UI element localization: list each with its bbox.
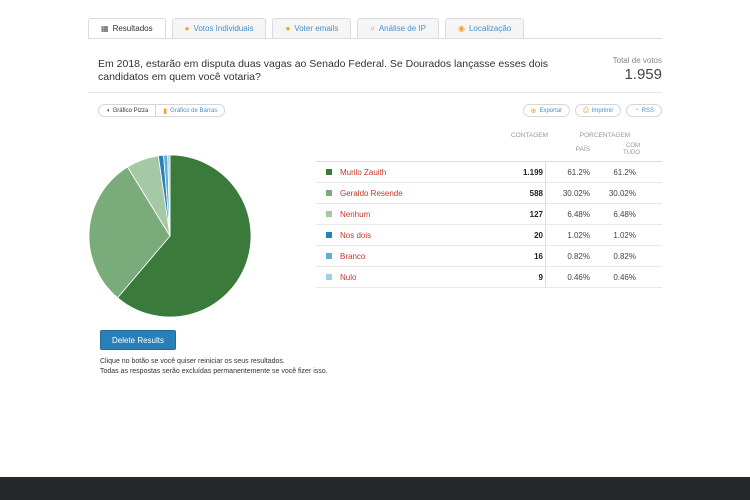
option-all-percent: 61.2% [613, 167, 636, 177]
bar-chart-label: Gráfico de Barras [170, 107, 218, 114]
color-swatch [326, 253, 332, 259]
bar-chart-button[interactable]: ▮ Gráfico de Barras [156, 104, 226, 117]
option-all-percent: 6.48% [613, 209, 636, 219]
pie-slice-2 [88, 166, 171, 299]
poll-question: Em 2018, estarão em disputa duas vagas a… [98, 58, 549, 83]
export-label: Exportar [539, 107, 563, 114]
option-country-percent: 1.02% [567, 230, 590, 240]
header-divider [88, 92, 662, 93]
chart-type-toggle: ◑ Gráfico Pizza ▮ Gráfico de Barras [98, 104, 226, 117]
page-footer [0, 477, 750, 500]
table-row: Nenhum 127 6.48% 6.48% [316, 203, 662, 225]
option-count: 127 [500, 203, 546, 225]
option-label: Nulo [340, 272, 357, 282]
color-swatch [326, 169, 332, 175]
option-count: 588 [500, 182, 546, 204]
tab-analise-ip[interactable]: ⌕ Análise de IP [357, 18, 439, 38]
option-country-percent: 61.2% [567, 167, 590, 177]
pie-chart-button[interactable]: ◑ Gráfico Pizza [98, 104, 157, 117]
tab-label: Votos Individuais [193, 24, 254, 33]
tab-label: Localização [468, 24, 512, 33]
color-swatch [326, 211, 332, 217]
rss-icon: ◔ [634, 107, 639, 114]
option-label: Murilo Zauith [340, 167, 387, 177]
tab-localizacao[interactable]: ◉ Localização [444, 18, 525, 38]
option-label: Nenhum [340, 209, 371, 219]
option-label: Nos dois [340, 230, 372, 240]
option-country-percent: 30.02% [562, 188, 590, 198]
search-icon: ⌕ [370, 23, 375, 33]
pie-slice-6 [167, 154, 171, 237]
option-all-percent: 0.82% [613, 251, 636, 261]
tab-resultados[interactable]: ▦ Resultados [88, 18, 166, 38]
option-country-percent: 6.48% [567, 209, 590, 219]
bar-chart-icon: ▮ [163, 107, 168, 115]
table-row: Branco 16 0.82% 0.82% [316, 245, 662, 267]
color-swatch [326, 274, 332, 280]
tab-label: Resultados [112, 24, 153, 33]
option-count: 20 [500, 224, 546, 246]
header-count: CONTAGEM [510, 132, 548, 139]
option-count: 16 [500, 245, 546, 267]
delete-note-1: Clique no botão se você quiser reiniciar… [100, 358, 285, 365]
table-row: Nulo 9 0.46% 0.46% [316, 266, 662, 288]
option-label: Branco [340, 251, 366, 261]
results-pie-chart [88, 154, 252, 318]
print-button[interactable]: ⎙ Imprimir [575, 104, 622, 117]
print-label: Imprimir [591, 107, 614, 114]
table-row: Murilo Zauith 1.199 61.2% 61.2% [316, 161, 662, 183]
table-icon: ▦ [101, 24, 109, 33]
tab-votos-individuais[interactable]: ● Votos Individuais [171, 18, 267, 38]
option-all-percent: 1.02% [613, 230, 636, 240]
pin-icon: ◉ [457, 24, 465, 33]
pie-chart-icon: ◑ [106, 107, 110, 114]
header-all-line2: TUDO [623, 150, 640, 156]
option-label: Geraldo Resende [340, 188, 403, 198]
table-row: Nos dois 20 1.02% 1.02% [316, 224, 662, 246]
color-swatch [326, 190, 332, 196]
pie-chart-label: Gráfico Pizza [112, 107, 149, 114]
tab-label: Análise de IP [378, 24, 426, 33]
person-icon: ● [285, 24, 291, 33]
print-icon: ⎙ [583, 106, 589, 114]
header-all: COM TUDO [606, 143, 640, 157]
color-swatch [326, 232, 332, 238]
header-all-line1: COM [626, 143, 640, 149]
table-row: Geraldo Resende 588 30.02% 30.02% [316, 182, 662, 204]
option-all-percent: 30.02% [608, 188, 636, 198]
total-votes-value: 1.959 [624, 66, 662, 83]
pie-slice-1 [117, 154, 252, 318]
option-count: 1.199 [500, 161, 546, 183]
rss-button[interactable]: ◔ RSS [626, 104, 662, 117]
tab-voter-emails[interactable]: ● Voter emails [272, 18, 352, 38]
export-button[interactable]: ⊕ Exportar [522, 104, 571, 117]
export-actions: ⊕ Exportar ⎙ Imprimir ◔ RSS [522, 104, 662, 117]
option-country-percent: 0.46% [567, 272, 590, 282]
header-percentage: PORCENTAGEM [579, 132, 631, 139]
export-icon: ⊕ [530, 107, 537, 115]
person-icon: ● [184, 24, 190, 33]
option-count: 9 [500, 266, 546, 288]
header-country: PAÍS [575, 146, 590, 153]
option-country-percent: 0.82% [567, 251, 590, 261]
rss-label: RSS [641, 107, 654, 114]
option-all-percent: 0.46% [613, 272, 636, 282]
delete-results-button[interactable]: Delete Results [100, 330, 176, 350]
tab-label: Voter emails [294, 24, 339, 33]
tab-divider [88, 38, 662, 39]
results-table: Murilo Zauith 1.199 61.2% 61.2% Geraldo Rese… [316, 161, 662, 288]
delete-note-2: Todas as respostas serão excluídas perma… [100, 368, 328, 375]
total-votes-label: Total de votos [612, 56, 662, 65]
tab-bar: ▦ Resultados ● Votos Individuais ● Voter… [88, 18, 530, 38]
